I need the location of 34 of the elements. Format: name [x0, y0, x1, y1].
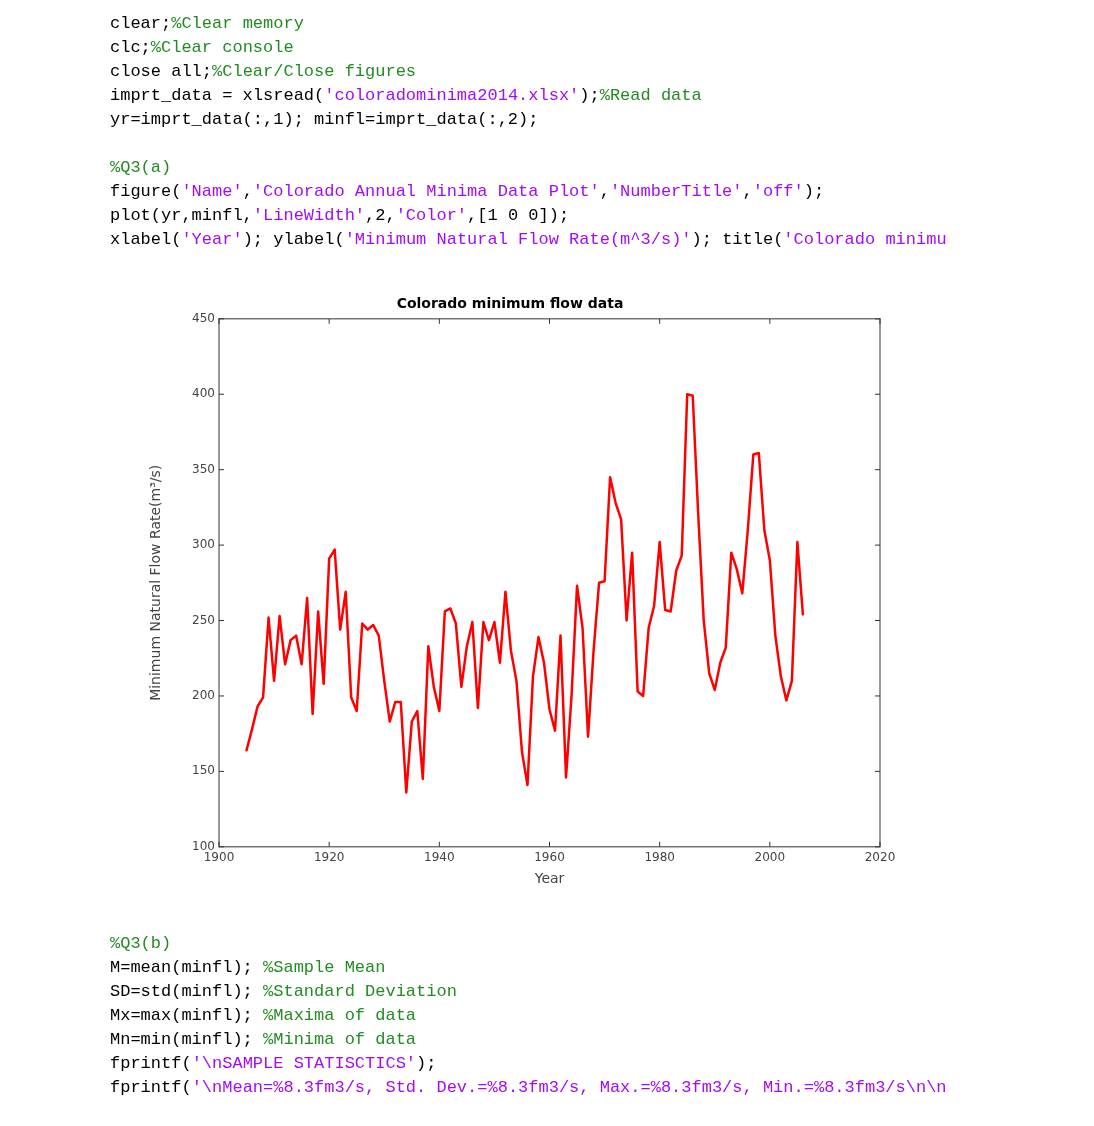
text: xlabel('Year'); ylabel('Minimum Natural Flow Rate(m^3/s)'); title('Colorado minimu	[110, 230, 947, 249]
x-tick-label: 2000	[754, 850, 786, 865]
y-axis-title: Minimum Natural Flow Rate(m³/s)	[147, 464, 164, 701]
text: close all;%Clear/Close figures	[110, 62, 417, 81]
y-tick-label: 150	[192, 763, 215, 778]
y-tick-label: 100	[192, 838, 215, 853]
text: fprintf('\nMean=%8.3fm3/s, Std. Dev.=%8.3fm3/s, Max.=%8.3fm3/s, Min.=%8.3fm3/s\n\n	[110, 1078, 947, 1097]
text: clear;%Clear memory	[110, 14, 304, 33]
text: Mn=min(minfl); %Minima of data	[110, 1030, 417, 1049]
y-tick-label: 350	[192, 461, 215, 476]
x-tick-label: 1960	[534, 850, 565, 865]
text: %Q3(a)	[110, 158, 172, 177]
x-tick-label: 1900	[203, 850, 235, 865]
text: SD=std(minfl); %Standard Deviation	[110, 982, 457, 1001]
text: M=mean(minfl); %Sample Mean	[110, 958, 386, 977]
y-tick-label: 250	[192, 612, 215, 627]
text: plot(yr,minfl,'LineWidth',2,'Color',[1 0 0]);	[110, 206, 570, 225]
y-tick-label: 450	[192, 310, 215, 325]
text: imprt_data = xlsread('coloradominima2014.xlsx');%Read data	[110, 86, 702, 105]
text: clc;%Clear console	[110, 38, 294, 57]
x-tick-label: 1920	[313, 850, 345, 865]
text: fprintf('\nSAMPLE STATISCTICS');	[110, 1054, 437, 1073]
y-tick-label: 200	[192, 688, 215, 703]
y-tick-label: 300	[192, 537, 215, 552]
chart-title: Colorado minimum flow data	[396, 295, 624, 312]
x-tick-label: 2020	[864, 850, 896, 865]
x-axis-title: Year	[533, 870, 565, 887]
text: %Q3(b)	[110, 934, 172, 953]
text: figure('Name','Colorado Annual Minima Data Plot','NumberTitle','off');	[110, 182, 825, 201]
x-tick-label: 1980	[644, 850, 675, 865]
text: yr=imprt_data(:,1); minfl=imprt_data(:,2);	[110, 110, 539, 129]
x-tick-label: 1940	[424, 850, 455, 865]
text: Mx=max(minfl); %Maxima of data	[110, 1006, 417, 1025]
y-tick-label: 400	[192, 386, 215, 401]
